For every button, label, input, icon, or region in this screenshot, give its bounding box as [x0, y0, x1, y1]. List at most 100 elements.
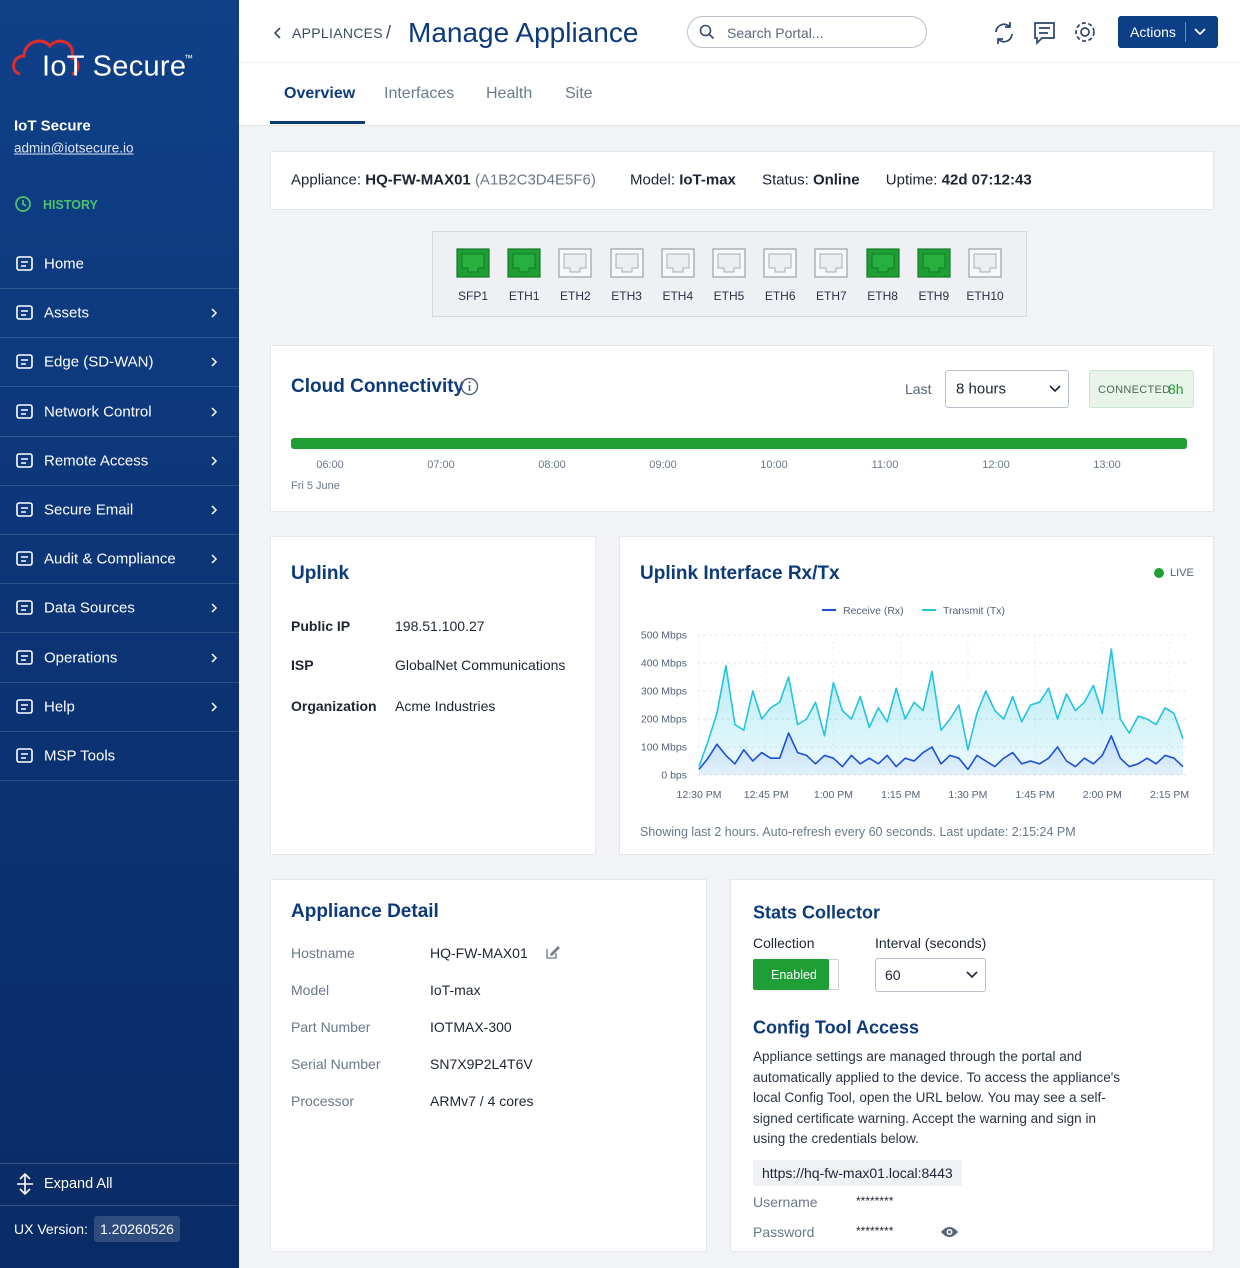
- nav-item[interactable]: Edge (SD-WAN): [0, 338, 239, 388]
- detail-label: Processor: [291, 1093, 355, 1109]
- port-icon: [814, 248, 848, 278]
- nav-item[interactable]: Audit & Compliance: [0, 535, 239, 585]
- chevron: [211, 505, 218, 515]
- nav-icon: [16, 403, 33, 419]
- active-tab-underline: [270, 121, 365, 124]
- icon-shape: [16, 502, 33, 517]
- y-tick-label: 500 Mbps: [641, 630, 687, 642]
- icon-shape: [16, 748, 33, 763]
- nav-label: Network Control: [44, 403, 152, 421]
- detail-value: SN7X9P2L4T6V: [430, 1056, 533, 1072]
- edit-icon[interactable]: [545, 945, 560, 960]
- icon-shape: [21, 753, 28, 759]
- detail-label: Serial Number: [291, 1056, 381, 1072]
- settings-icon[interactable]: [1075, 22, 1095, 42]
- nav-item[interactable]: Remote Access: [0, 437, 239, 486]
- chevron: [211, 407, 218, 417]
- nav-chevron: [211, 505, 218, 515]
- icon-shape: [21, 704, 28, 710]
- nav-icon: [16, 256, 33, 271]
- tab[interactable]: Interfaces: [384, 85, 455, 102]
- nav-item[interactable]: Assets: [0, 289, 239, 339]
- user-name: IoT Secure: [14, 117, 91, 135]
- port-label: ETH5: [713, 289, 745, 303]
- nav-chevron: [211, 603, 218, 613]
- time-label: 06:00: [316, 459, 344, 471]
- interval-select[interactable]: [875, 958, 986, 992]
- nav-icon: [16, 649, 33, 665]
- detail-value: ARMv7 / 4 cores: [430, 1093, 534, 1109]
- nav-chevron: [211, 554, 218, 564]
- tab[interactable]: Site: [565, 85, 593, 102]
- label: Uptime:: [885, 171, 938, 189]
- nav-label: Edge (SD-WAN): [44, 353, 154, 371]
- select-chevron: [1049, 385, 1061, 393]
- label: Appliance:: [291, 171, 362, 189]
- nav-item[interactable]: MSP Tools: [0, 732, 239, 781]
- info-icon[interactable]: [460, 377, 479, 396]
- nav-label: Secure Email: [44, 501, 134, 519]
- icon-shape: [16, 354, 33, 370]
- series-line: [698, 732, 1184, 771]
- live-label: LIVE: [1170, 567, 1194, 579]
- refresh-icon[interactable]: [995, 22, 1013, 44]
- tab[interactable]: Overview: [284, 85, 356, 102]
- nav-chevron: [211, 308, 218, 318]
- port-icon: [661, 248, 695, 278]
- range-select[interactable]: [945, 370, 1069, 408]
- history-icon: [15, 196, 31, 212]
- port-label: ETH10: [966, 289, 1004, 303]
- nav-chevron: [211, 653, 218, 663]
- port-icon: [968, 248, 1002, 278]
- nav-item[interactable]: Operations: [0, 634, 239, 683]
- port-icon: [712, 248, 746, 278]
- uplink-label: Public IP: [291, 618, 351, 634]
- uplink-card: [270, 536, 596, 855]
- icon-shape: [21, 556, 28, 562]
- icon-shape: [21, 605, 28, 612]
- nav-item[interactable]: Network Control: [0, 388, 239, 437]
- detail-label: Part Number: [291, 1019, 371, 1035]
- port-icon: [763, 248, 797, 278]
- messages-icon[interactable]: [1034, 22, 1055, 46]
- toggle-on: [753, 959, 829, 990]
- nav-item[interactable]: Home: [0, 240, 239, 289]
- nav-chevron: [211, 456, 218, 466]
- actions-chevron: [1194, 28, 1206, 36]
- icon-shape: [16, 403, 33, 419]
- x-tick-label: 1:00 PM: [814, 789, 853, 801]
- port-icon: [456, 248, 490, 278]
- nav-label: Home: [44, 255, 85, 273]
- nav-label: Data Sources: [44, 599, 135, 617]
- port-socket: [973, 253, 997, 273]
- icon-shape: [16, 551, 33, 566]
- live-dot: [1154, 568, 1164, 578]
- x-tick-label: 12:45 PM: [744, 789, 789, 801]
- history-link[interactable]: HISTORY: [43, 198, 98, 212]
- expand-all[interactable]: Expand All: [44, 1176, 113, 1192]
- port-socket: [615, 253, 639, 273]
- time-label: 12:00: [982, 459, 1010, 471]
- user-email[interactable]: admin@iotsecure.io: [14, 140, 134, 156]
- port-label: ETH2: [560, 289, 591, 303]
- config-url[interactable]: https://hq-fw-max01.local:8443: [753, 1160, 962, 1186]
- nav-item[interactable]: Help: [0, 683, 239, 732]
- date-label: Fri 5 June: [291, 480, 340, 492]
- show-password-icon[interactable]: [940, 1225, 959, 1239]
- chevron: [211, 308, 218, 318]
- tab[interactable]: Health: [486, 85, 533, 102]
- username-label: Username: [753, 1194, 818, 1210]
- port-label: ETH9: [918, 289, 950, 303]
- sidebar: IoT Secure ™ IoT Secure admin@iotsecure.…: [0, 0, 239, 1268]
- nav-item[interactable]: Secure Email: [0, 486, 239, 535]
- time-label: 07:00: [427, 459, 455, 471]
- icon-shape: [21, 261, 28, 267]
- search-box[interactable]: [687, 16, 927, 48]
- nav-item[interactable]: Data Sources: [0, 584, 239, 634]
- breadcrumb[interactable]: APPLIANCES: [292, 25, 383, 41]
- nav-icon: [16, 551, 33, 566]
- y-tick-label: 300 Mbps: [641, 686, 687, 698]
- back-chevron[interactable]: [273, 26, 283, 40]
- port-socket: [871, 253, 895, 273]
